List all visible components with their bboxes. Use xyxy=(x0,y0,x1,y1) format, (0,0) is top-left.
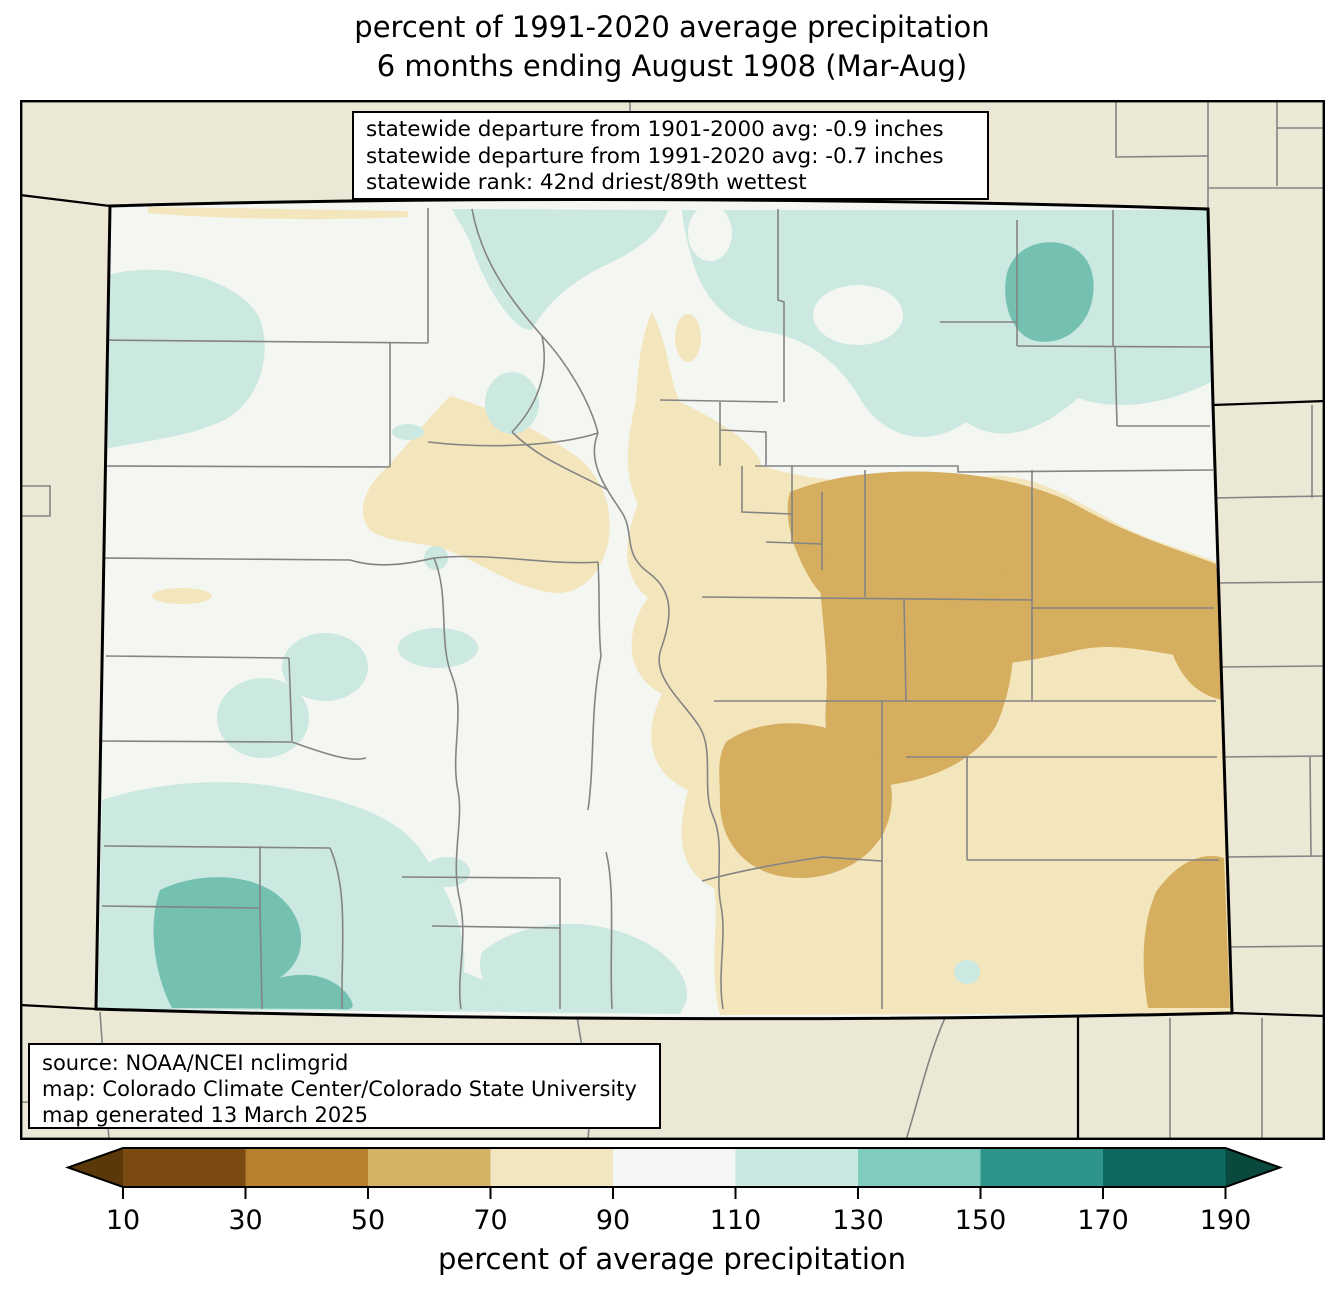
precip-colorbar: 10 30 50 70 90 110 130 150 170 190 xyxy=(65,1147,1283,1236)
colorbar-band xyxy=(735,1148,858,1187)
tick-label: 190 xyxy=(1200,1205,1252,1236)
tick-label: 70 xyxy=(473,1205,507,1236)
statewide-stats-box: statewide departure from 1901-2000 avg: … xyxy=(352,111,989,200)
tick-label: 150 xyxy=(955,1205,1007,1236)
title-line-1: percent of 1991-2020 average precipitati… xyxy=(354,10,990,44)
colorado-county-lines xyxy=(96,208,1219,1010)
colorbar-tick-labels: 10 30 50 70 90 110 130 150 170 190 xyxy=(106,1205,1251,1236)
tick-label: 130 xyxy=(832,1205,884,1236)
map-frame xyxy=(20,100,1325,1140)
colorbar-band xyxy=(490,1148,613,1187)
tick-label: 90 xyxy=(596,1205,630,1236)
colorbar-band xyxy=(980,1148,1103,1187)
colorbar-band xyxy=(123,1148,246,1187)
source-attribution-box: source: NOAA/NCEI nclimgrid map: Colorad… xyxy=(28,1043,661,1129)
colorbar-arrow-low xyxy=(68,1148,123,1187)
tick-label: 10 xyxy=(106,1205,140,1236)
colorbar-band xyxy=(613,1148,736,1187)
band-50-70-fills xyxy=(719,471,1230,1008)
colorbar-band xyxy=(858,1148,981,1187)
stats-line-2: statewide departure from 1991-2020 avg: … xyxy=(366,143,944,169)
colorbar-arrow-high xyxy=(1225,1148,1280,1187)
title-line-2: 6 months ending August 1908 (Mar-Aug) xyxy=(376,49,968,83)
stats-line-1: statewide departure from 1901-2000 avg: … xyxy=(366,117,944,142)
tick-label: 30 xyxy=(228,1205,262,1236)
colorbar-ticks xyxy=(122,1187,1227,1199)
stats-line-3: statewide rank: 42nd driest/89th wettest xyxy=(366,170,807,195)
colorbar-axis-label: percent of average precipitation xyxy=(437,1242,907,1276)
band-130-150-fills xyxy=(153,242,1094,1010)
colorbar-band xyxy=(1103,1148,1226,1187)
tick-label: 50 xyxy=(351,1205,385,1236)
colorbar-band xyxy=(245,1148,368,1187)
tick-label: 110 xyxy=(710,1205,762,1236)
source-line-3: map generated 13 March 2025 xyxy=(42,1103,369,1127)
source-line-1: source: NOAA/NCEI nclimgrid xyxy=(42,1051,349,1075)
page-title: percent of 1991-2020 average precipitati… xyxy=(0,8,1344,86)
colorbar-bands xyxy=(65,1147,1283,1188)
colorado-precip-map xyxy=(20,100,1325,1140)
tick-label: 170 xyxy=(1077,1205,1129,1236)
band-90-110-notches xyxy=(688,205,903,345)
source-line-2: map: Colorado Climate Center/Colorado St… xyxy=(42,1077,637,1101)
colorbar-band xyxy=(368,1148,491,1187)
neighbor-state-borders xyxy=(20,193,1325,1140)
